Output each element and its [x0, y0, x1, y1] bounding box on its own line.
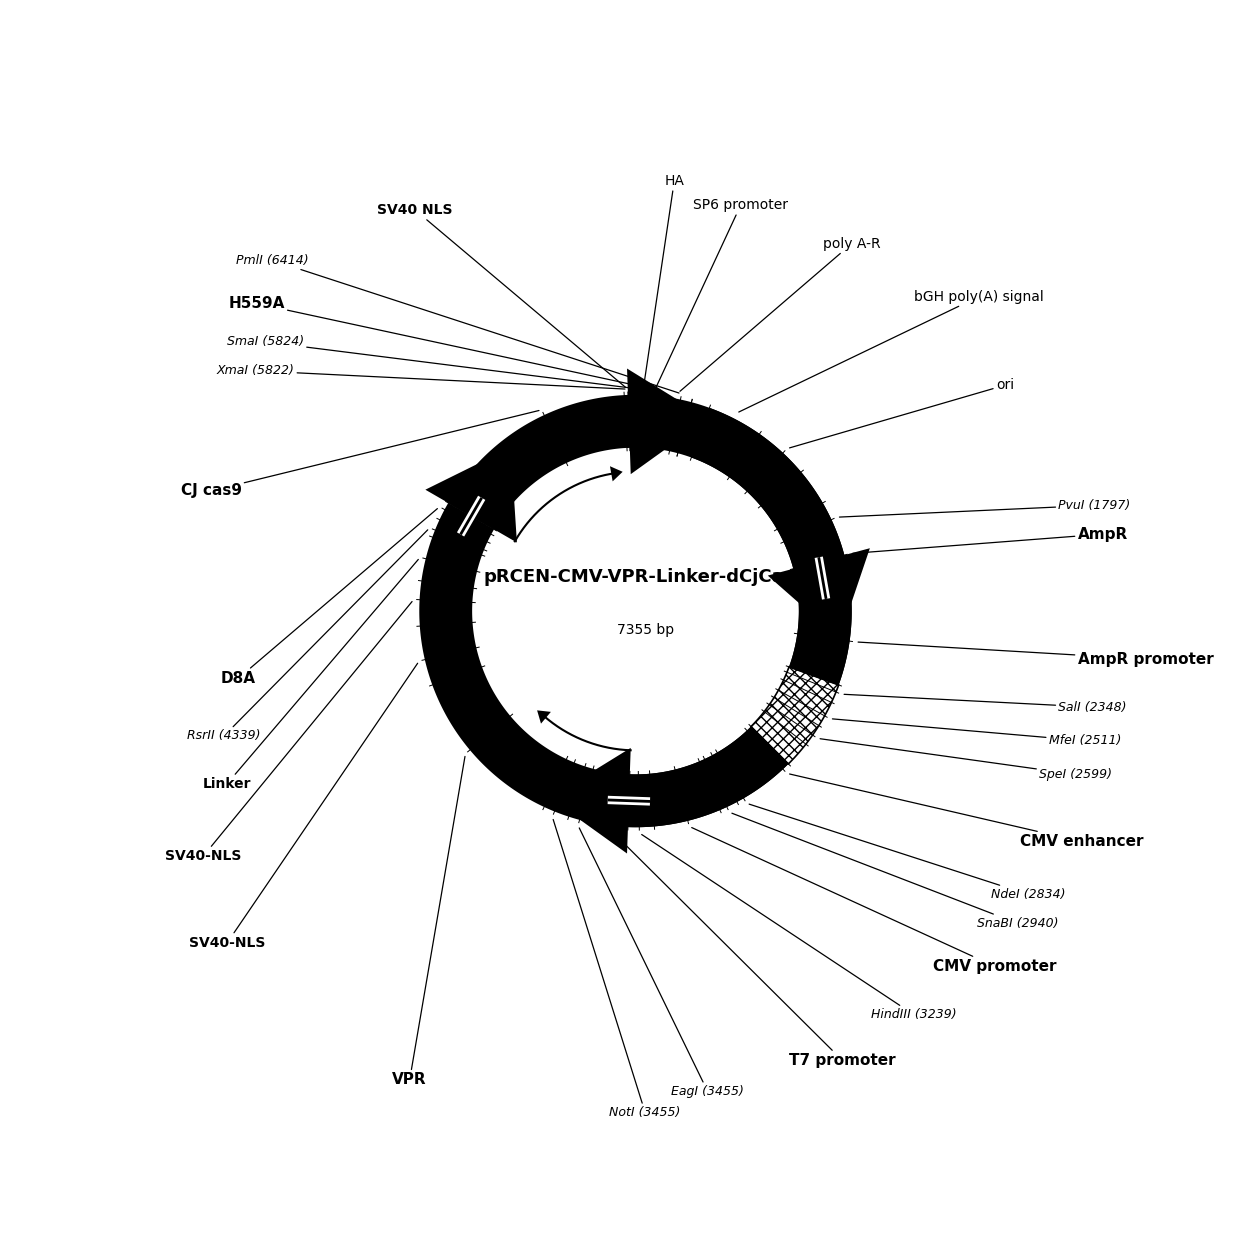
- Text: Linker: Linker: [202, 559, 418, 791]
- Text: AmpR promoter: AmpR promoter: [858, 641, 1213, 666]
- Text: SnaBI (2940): SnaBI (2940): [732, 814, 1058, 930]
- Text: bGH poly(A) signal: bGH poly(A) signal: [739, 290, 1044, 412]
- Text: SV40-NLS: SV40-NLS: [165, 602, 412, 864]
- Text: RsrII (4339): RsrII (4339): [187, 530, 428, 743]
- Polygon shape: [751, 666, 838, 764]
- Polygon shape: [627, 726, 789, 827]
- Text: PvuI (1797): PvuI (1797): [839, 499, 1131, 517]
- Text: CJ cas9: CJ cas9: [181, 411, 539, 498]
- Polygon shape: [549, 748, 631, 854]
- Text: HindIII (3239): HindIII (3239): [641, 835, 956, 1021]
- Text: NdeI (2834): NdeI (2834): [749, 804, 1065, 901]
- Text: H559A: H559A: [228, 296, 656, 389]
- Text: SV40-NLS: SV40-NLS: [190, 663, 418, 950]
- Text: XmaI (5822): XmaI (5822): [217, 364, 625, 389]
- Text: VPR: VPR: [392, 756, 465, 1087]
- Text: poly A-R: poly A-R: [680, 237, 880, 392]
- Polygon shape: [419, 394, 852, 827]
- Text: 7355 bp: 7355 bp: [616, 623, 673, 638]
- Text: PmlI (6414): PmlI (6414): [236, 253, 680, 393]
- Polygon shape: [425, 448, 517, 543]
- Text: SalI (2348): SalI (2348): [844, 694, 1127, 714]
- Text: D8A: D8A: [221, 509, 438, 686]
- Polygon shape: [768, 548, 870, 639]
- Text: SP6 promoter: SP6 promoter: [656, 198, 789, 387]
- Text: SpeI (2599): SpeI (2599): [820, 739, 1112, 781]
- Polygon shape: [789, 574, 852, 685]
- Text: HA: HA: [644, 175, 684, 387]
- Text: pRCEN-CMV-VPR-Linker-dCjCas9: pRCEN-CMV-VPR-Linker-dCjCas9: [484, 568, 807, 587]
- Text: CMV enhancer: CMV enhancer: [790, 774, 1143, 849]
- Text: T7 promoter: T7 promoter: [614, 834, 895, 1068]
- Text: AmpR: AmpR: [853, 527, 1128, 553]
- Text: SV40 NLS: SV40 NLS: [377, 203, 626, 387]
- Polygon shape: [692, 408, 844, 569]
- Text: ori: ori: [790, 378, 1014, 448]
- Text: MfeI (2511): MfeI (2511): [832, 719, 1121, 748]
- Polygon shape: [610, 467, 622, 482]
- Text: SmaI (5824): SmaI (5824): [227, 336, 636, 388]
- Polygon shape: [448, 394, 630, 529]
- Polygon shape: [537, 710, 551, 724]
- Polygon shape: [627, 368, 708, 474]
- Text: EagI (3455): EagI (3455): [579, 827, 744, 1098]
- Text: NotI (3455): NotI (3455): [553, 820, 681, 1119]
- Text: CMV promoter: CMV promoter: [692, 827, 1056, 975]
